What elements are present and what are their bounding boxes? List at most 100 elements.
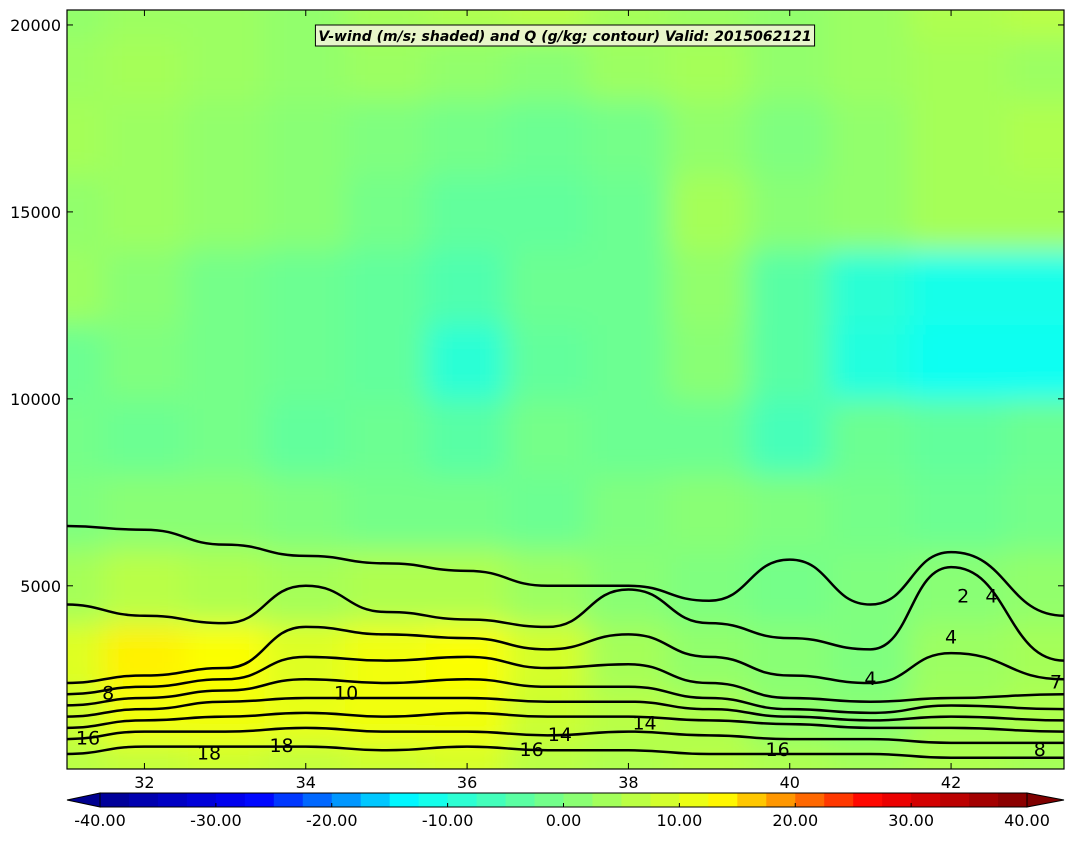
- field-cell: [1006, 35, 1064, 101]
- colorbar-tick-label: 20.00: [772, 811, 818, 830]
- field-cell: [264, 173, 348, 251]
- field-cell: [103, 622, 186, 690]
- field-cell: [345, 173, 428, 251]
- field-cell: [667, 323, 751, 400]
- colorbar-segment: [215, 793, 246, 807]
- x-tick-label: 38: [618, 773, 638, 792]
- colorbar-tick-label: -20.00: [306, 811, 358, 830]
- field-cell: [829, 547, 912, 625]
- field-cell: [909, 248, 1009, 326]
- y-tick-label: 20000: [10, 16, 61, 35]
- field-cell: [909, 35, 1009, 101]
- contour-q-16: [67, 726, 1064, 745]
- field-cell: [183, 248, 267, 326]
- field-cell: [103, 323, 186, 400]
- field-cell: [103, 547, 186, 625]
- field-cell: [67, 472, 106, 550]
- field-cell: [264, 248, 348, 326]
- colorbar-segment: [650, 793, 680, 807]
- field-cell: [506, 472, 590, 550]
- field-cell: [909, 741, 1009, 769]
- field-cell: [748, 173, 832, 251]
- colorbar-segment: [302, 793, 333, 807]
- colorbar-segment: [244, 793, 275, 807]
- field-cell: [587, 622, 670, 690]
- field-cell: [667, 173, 751, 251]
- field-cell: [506, 741, 590, 769]
- colorbar-segment: [853, 793, 883, 807]
- field-cell: [506, 248, 590, 326]
- field-cell: [909, 173, 1009, 251]
- field-cell: [183, 323, 267, 400]
- colorbar-segment: [998, 793, 1028, 807]
- contour-label: 14: [632, 713, 656, 735]
- field-cell: [748, 323, 832, 400]
- contour-label: 16: [520, 739, 544, 761]
- colorbar: -40.00 -30.00 -20.00 -10.00 0.00 10.00 20.00 30…: [66, 792, 1065, 830]
- field-cell: [667, 98, 751, 176]
- field-cell: [506, 173, 590, 251]
- contour-label: 14: [548, 724, 572, 746]
- colorbar-segment: [128, 793, 159, 807]
- field-cell: [67, 397, 106, 475]
- colorbar-segment: [476, 793, 507, 807]
- field-cell: [264, 323, 348, 400]
- colorbar-extend-min: [66, 792, 101, 808]
- contour-label: 4: [945, 627, 957, 649]
- colorbar-tick-label: -40.00: [74, 811, 126, 830]
- contour-label: 10: [334, 683, 358, 705]
- contour-label: 18: [197, 743, 221, 765]
- field-cell: [667, 741, 751, 769]
- field-cell: [425, 323, 509, 400]
- colorbar-segment: [911, 793, 941, 807]
- field-cell: [183, 98, 267, 176]
- field-cell: [506, 323, 590, 400]
- field-cell: [829, 248, 912, 326]
- field-cell: [829, 687, 912, 744]
- field-cell: [1006, 173, 1064, 251]
- colorbar-segment: [969, 793, 999, 807]
- field-cell: [425, 472, 509, 550]
- y-tick-label: 5000: [20, 577, 61, 596]
- field-cell: [748, 472, 832, 550]
- colorbar-segment: [331, 793, 362, 807]
- field-cell: [829, 98, 912, 176]
- colorbar-segment: [679, 793, 709, 807]
- colorbar-segment: [418, 793, 449, 807]
- field-cell: [587, 248, 670, 326]
- field-cell: [345, 397, 428, 475]
- field-cell: [909, 622, 1009, 690]
- contour-label: 8: [1034, 739, 1046, 761]
- colorbar-segment: [389, 793, 420, 807]
- field-cell: [587, 323, 670, 400]
- field-cell: [587, 173, 670, 251]
- field-cell: [67, 173, 106, 251]
- contour-label: 16: [76, 728, 100, 750]
- field-cell: [587, 397, 670, 475]
- field-cell: [667, 248, 751, 326]
- field-cell: [829, 397, 912, 475]
- colorbar-segment: [708, 793, 738, 807]
- field-cell: [1006, 687, 1064, 744]
- colorbar-segment: [824, 793, 854, 807]
- colorbar-segment: [795, 793, 825, 807]
- field-cell: [909, 323, 1009, 400]
- field-cell: [587, 98, 670, 176]
- field-cell: [1006, 397, 1064, 475]
- contour-q-4: [67, 565, 1064, 662]
- colorbar-segment: [737, 793, 767, 807]
- contour-label: 2: [957, 586, 969, 608]
- field-cell: [67, 547, 106, 625]
- colorbar-segment: [100, 793, 130, 807]
- field-cell: [425, 397, 509, 475]
- field-cell: [183, 10, 267, 38]
- field-cell: [345, 472, 428, 550]
- x-tick-label: 42: [941, 773, 961, 792]
- field-cell: [829, 35, 912, 101]
- field-cell: [103, 248, 186, 326]
- field-cell: [345, 741, 428, 769]
- plot-frame: [66, 9, 1065, 770]
- field-cell: [667, 472, 751, 550]
- contour-label: 8: [102, 683, 114, 705]
